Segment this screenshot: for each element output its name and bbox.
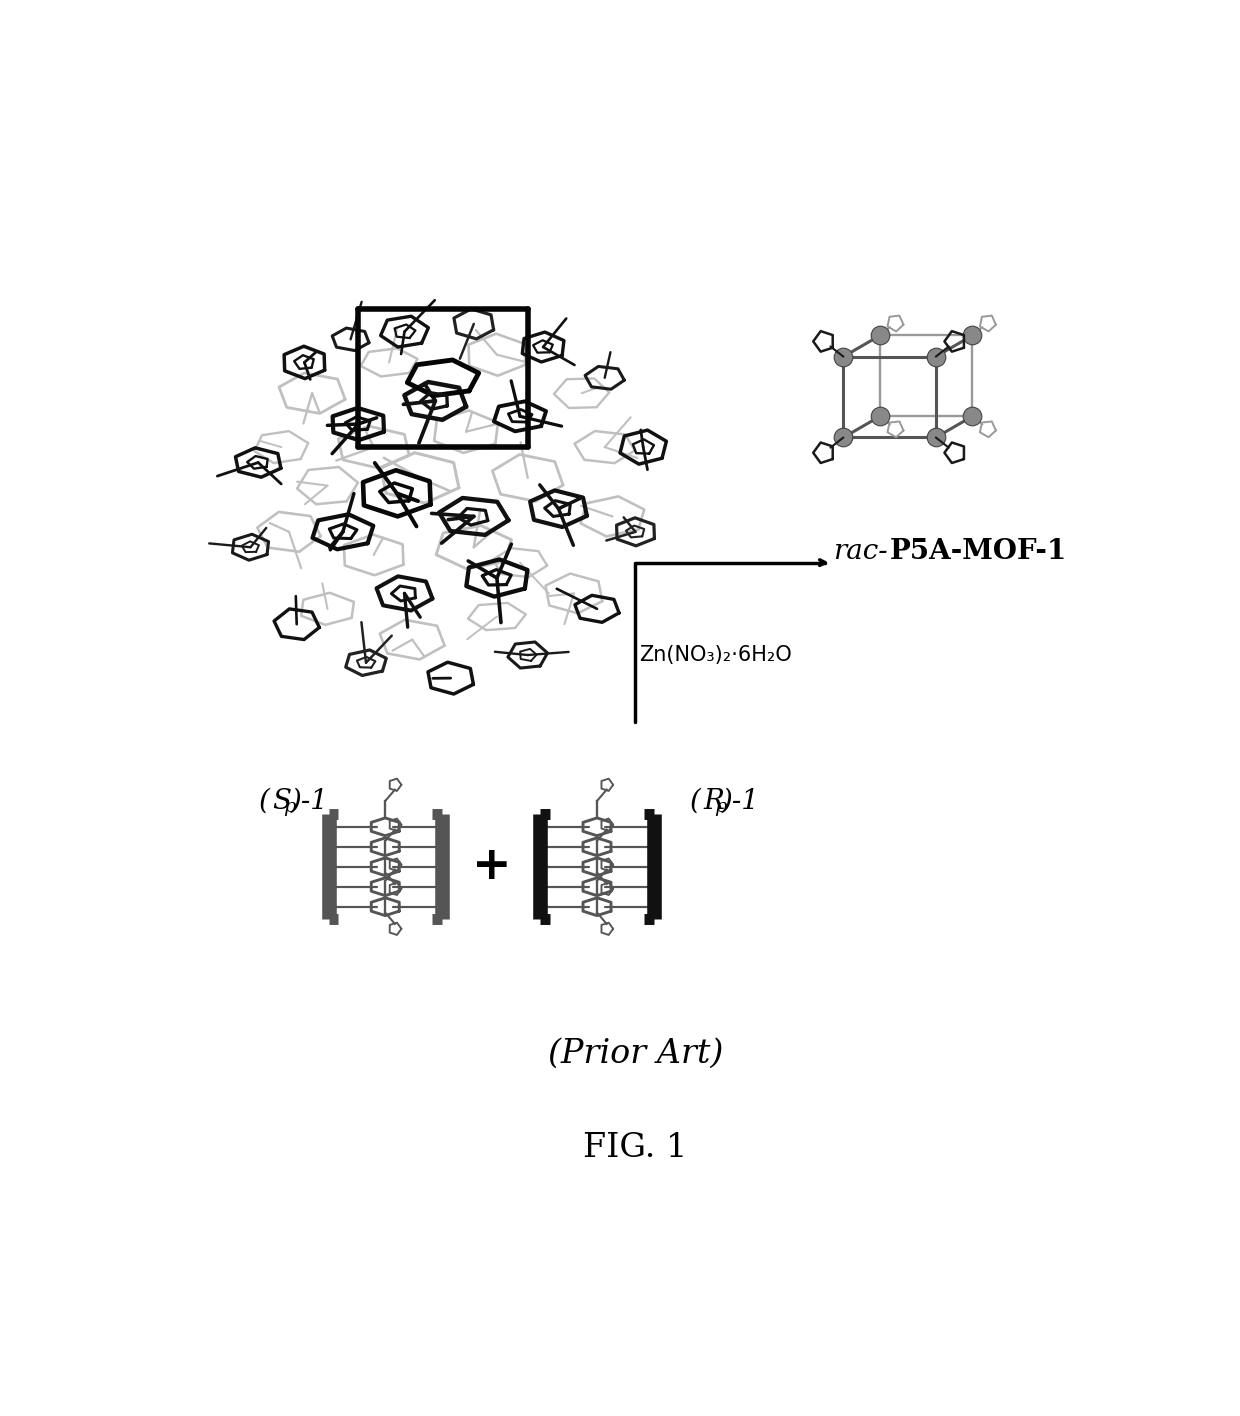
Text: FIG. 1: FIG. 1 (583, 1131, 688, 1164)
Point (833, 346, 853, 368)
Point (870, 405, 890, 428)
Point (833, 426, 853, 449)
Text: (: ( (691, 787, 701, 814)
Text: +: + (471, 844, 511, 889)
Point (926, 426, 946, 449)
Text: P5A-MOF-1: P5A-MOF-1 (889, 538, 1066, 565)
Text: )-1: )-1 (290, 787, 329, 814)
Point (962, 405, 982, 428)
Text: p: p (714, 797, 727, 816)
Text: (: ( (259, 787, 270, 814)
Point (962, 324, 982, 347)
Text: R: R (703, 787, 724, 814)
Text: (Prior Art): (Prior Art) (548, 1038, 723, 1070)
Text: rac-: rac- (833, 538, 888, 565)
Text: Zn(NO₃)₂·6H₂O: Zn(NO₃)₂·6H₂O (640, 646, 792, 666)
Point (870, 324, 890, 347)
Text: )-1: )-1 (722, 787, 760, 814)
Text: p: p (283, 797, 295, 816)
Text: S: S (272, 787, 291, 814)
Point (926, 346, 946, 368)
